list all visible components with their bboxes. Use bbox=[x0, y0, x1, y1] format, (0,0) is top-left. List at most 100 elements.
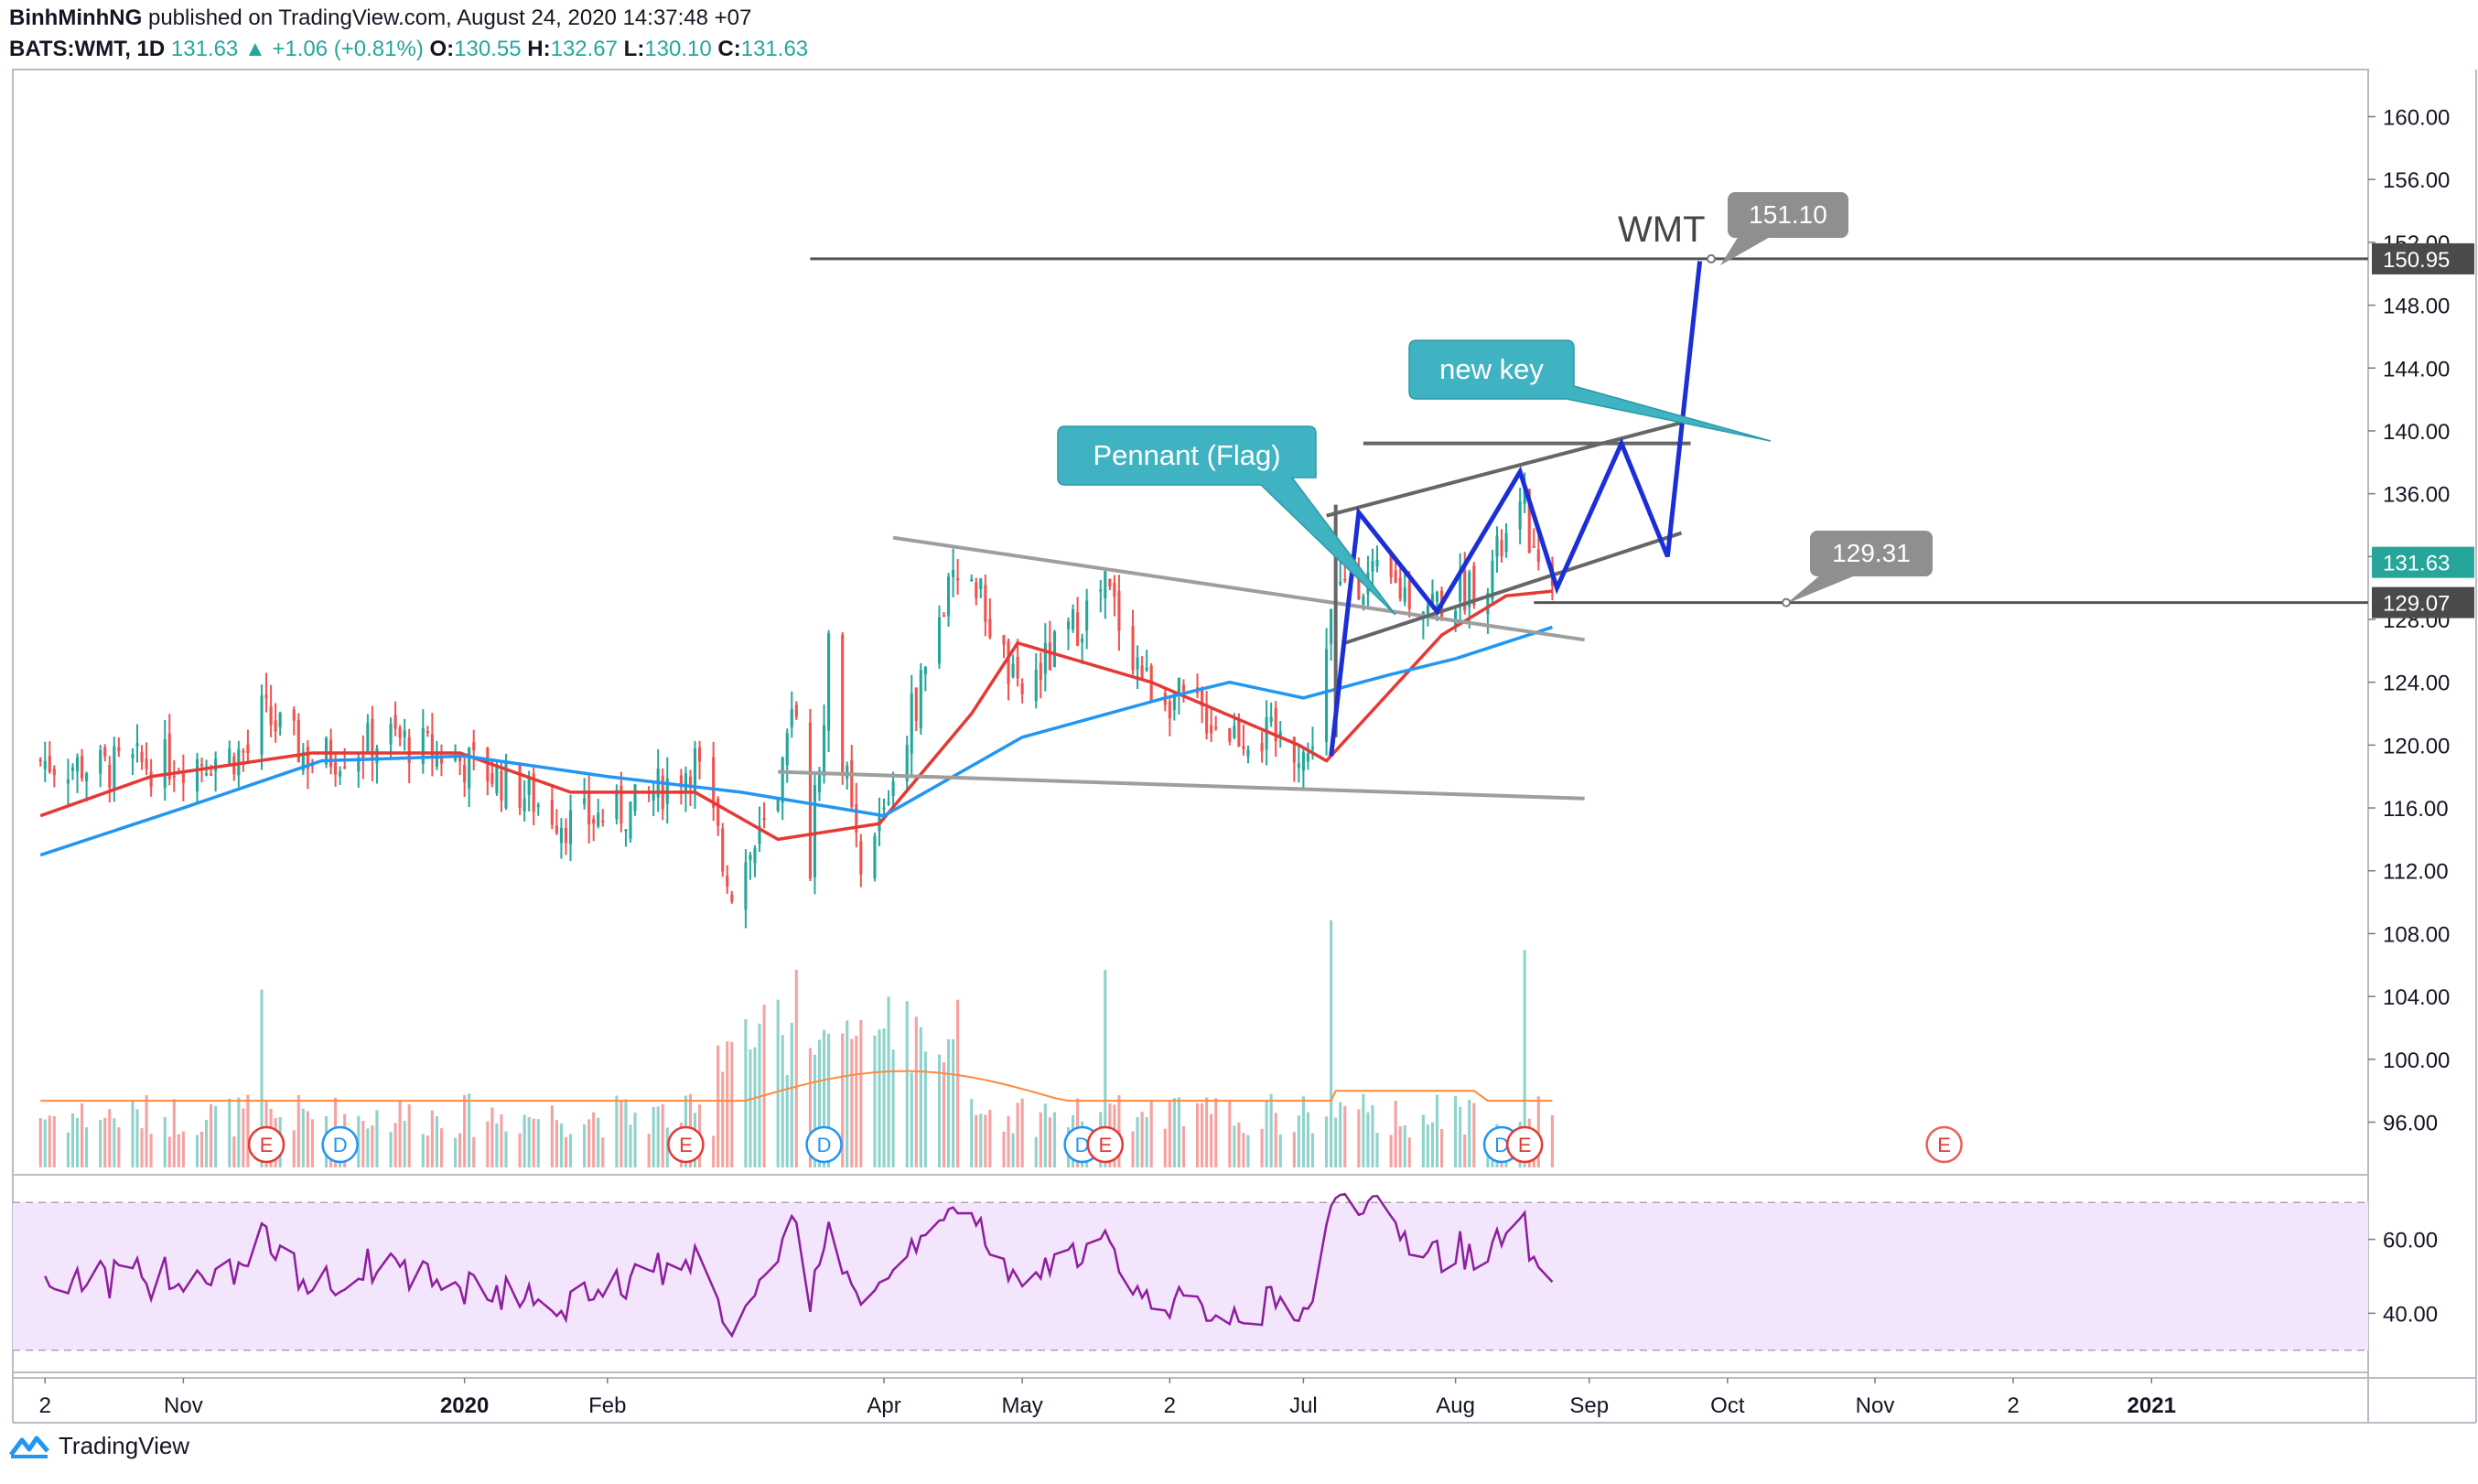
candle-body bbox=[652, 793, 655, 801]
volume-bar bbox=[99, 1120, 102, 1167]
candle-body bbox=[937, 617, 942, 664]
volume-bar bbox=[407, 1103, 411, 1167]
volume-bar bbox=[228, 1098, 232, 1167]
volume-bar bbox=[1269, 1093, 1273, 1167]
candle-body bbox=[339, 770, 342, 777]
support-anchor-dot bbox=[1782, 597, 1791, 608]
volume-bar bbox=[1463, 1134, 1467, 1167]
volume-bar bbox=[1246, 1135, 1250, 1167]
price-tick-label: 116.00 bbox=[2383, 797, 2449, 822]
volume-bar bbox=[38, 1118, 42, 1167]
volume-bar bbox=[730, 1041, 734, 1167]
candle-body bbox=[48, 756, 51, 772]
candle-body bbox=[439, 756, 444, 764]
candle-body bbox=[808, 722, 812, 879]
candle-body bbox=[1371, 560, 1374, 572]
price-tick-label: 96.00 bbox=[2383, 1111, 2438, 1135]
volume-bar bbox=[210, 1103, 213, 1167]
volume-bar bbox=[1140, 1112, 1144, 1167]
volume-bar bbox=[181, 1131, 185, 1167]
volume-bar bbox=[85, 1127, 89, 1167]
volume-bar bbox=[794, 970, 798, 1167]
candle-body bbox=[500, 771, 503, 801]
volume-bar bbox=[500, 1113, 503, 1167]
candle-body bbox=[205, 773, 209, 776]
candle-body bbox=[882, 807, 886, 810]
price-tick-label: 148.00 bbox=[2383, 295, 2450, 319]
time-tick-label: May bbox=[1001, 1393, 1042, 1418]
volume-bar bbox=[536, 1119, 540, 1167]
candle-body bbox=[827, 633, 831, 731]
candle-body bbox=[407, 737, 411, 763]
price-badge-box bbox=[2372, 586, 2474, 618]
volume-bar bbox=[532, 1118, 535, 1167]
candle-body bbox=[1002, 635, 1006, 645]
volume-bar bbox=[891, 1049, 895, 1167]
volume-bar bbox=[232, 1136, 236, 1167]
candle-body bbox=[357, 757, 361, 772]
candle-body bbox=[145, 758, 148, 769]
volume-bar bbox=[1201, 1102, 1204, 1167]
volume-bar bbox=[1020, 1098, 1024, 1167]
pennant-callout-label: Pennant (Flag) bbox=[1093, 439, 1280, 471]
support-price-label: 129.31 bbox=[1832, 539, 1911, 567]
candle-body bbox=[103, 747, 107, 757]
dividend-event-marker bbox=[321, 1125, 359, 1164]
candle-body bbox=[435, 750, 438, 768]
volume-bar bbox=[1439, 1128, 1444, 1167]
volume-bar bbox=[1274, 1113, 1277, 1167]
symbol-name[interactable]: BATS:WMT, 1D bbox=[9, 37, 166, 61]
volume-bar bbox=[970, 1099, 974, 1167]
volume-bar bbox=[785, 1075, 789, 1167]
volume-bar bbox=[1306, 1112, 1310, 1167]
candle-body bbox=[1339, 581, 1342, 585]
candle-body bbox=[1007, 640, 1010, 684]
volume-bar bbox=[75, 1117, 80, 1167]
price-change: +1.06 (+0.81%) bbox=[272, 37, 424, 61]
price-tick-label: 136.00 bbox=[2383, 483, 2450, 508]
candle-body bbox=[1518, 501, 1522, 530]
author-name[interactable]: BinhMinhNG bbox=[9, 5, 143, 30]
volume-bar bbox=[808, 1048, 812, 1167]
volume-bar bbox=[1394, 1101, 1397, 1167]
volume-bar bbox=[140, 1128, 144, 1167]
volume-bar bbox=[1301, 1096, 1305, 1167]
volume-bar bbox=[905, 1001, 909, 1167]
candle-body bbox=[1274, 708, 1277, 742]
candle-body bbox=[1426, 605, 1429, 618]
candle-body bbox=[1136, 657, 1139, 670]
candle-body bbox=[776, 798, 780, 811]
candle-body bbox=[1140, 665, 1144, 679]
volume-bar bbox=[841, 1033, 845, 1167]
candle-body bbox=[324, 737, 329, 765]
volume-bar bbox=[426, 1135, 429, 1167]
volume-bar bbox=[753, 1047, 757, 1167]
candle-body bbox=[1066, 621, 1071, 629]
candle-body bbox=[1523, 488, 1526, 504]
volume-bar bbox=[1375, 1133, 1379, 1167]
volume-bar bbox=[389, 1132, 393, 1167]
candle-body bbox=[629, 801, 632, 839]
volume-bar bbox=[518, 1133, 522, 1167]
volume-bar bbox=[850, 1038, 854, 1167]
close-value: 131.63 bbox=[740, 37, 809, 61]
candle-body bbox=[1034, 670, 1038, 702]
candle-body bbox=[361, 755, 365, 758]
brand-name[interactable]: TradingView bbox=[59, 1432, 190, 1459]
volume-bar bbox=[615, 1095, 619, 1167]
price-badge-label: 150.95 bbox=[2383, 248, 2450, 273]
volume-bar bbox=[113, 1118, 116, 1167]
candle-body bbox=[523, 798, 526, 812]
candle-body bbox=[1330, 608, 1333, 644]
candle-body bbox=[1403, 587, 1406, 602]
volume-bar bbox=[103, 1117, 107, 1167]
candle-body bbox=[1242, 746, 1245, 749]
candle-body bbox=[518, 764, 522, 808]
volume-bar bbox=[458, 1133, 462, 1167]
target-label-pointer bbox=[1720, 236, 1772, 265]
candle-body bbox=[1357, 573, 1361, 600]
candle-body bbox=[1375, 559, 1379, 567]
volume-bar bbox=[1536, 1096, 1540, 1167]
candle-body bbox=[988, 618, 992, 638]
